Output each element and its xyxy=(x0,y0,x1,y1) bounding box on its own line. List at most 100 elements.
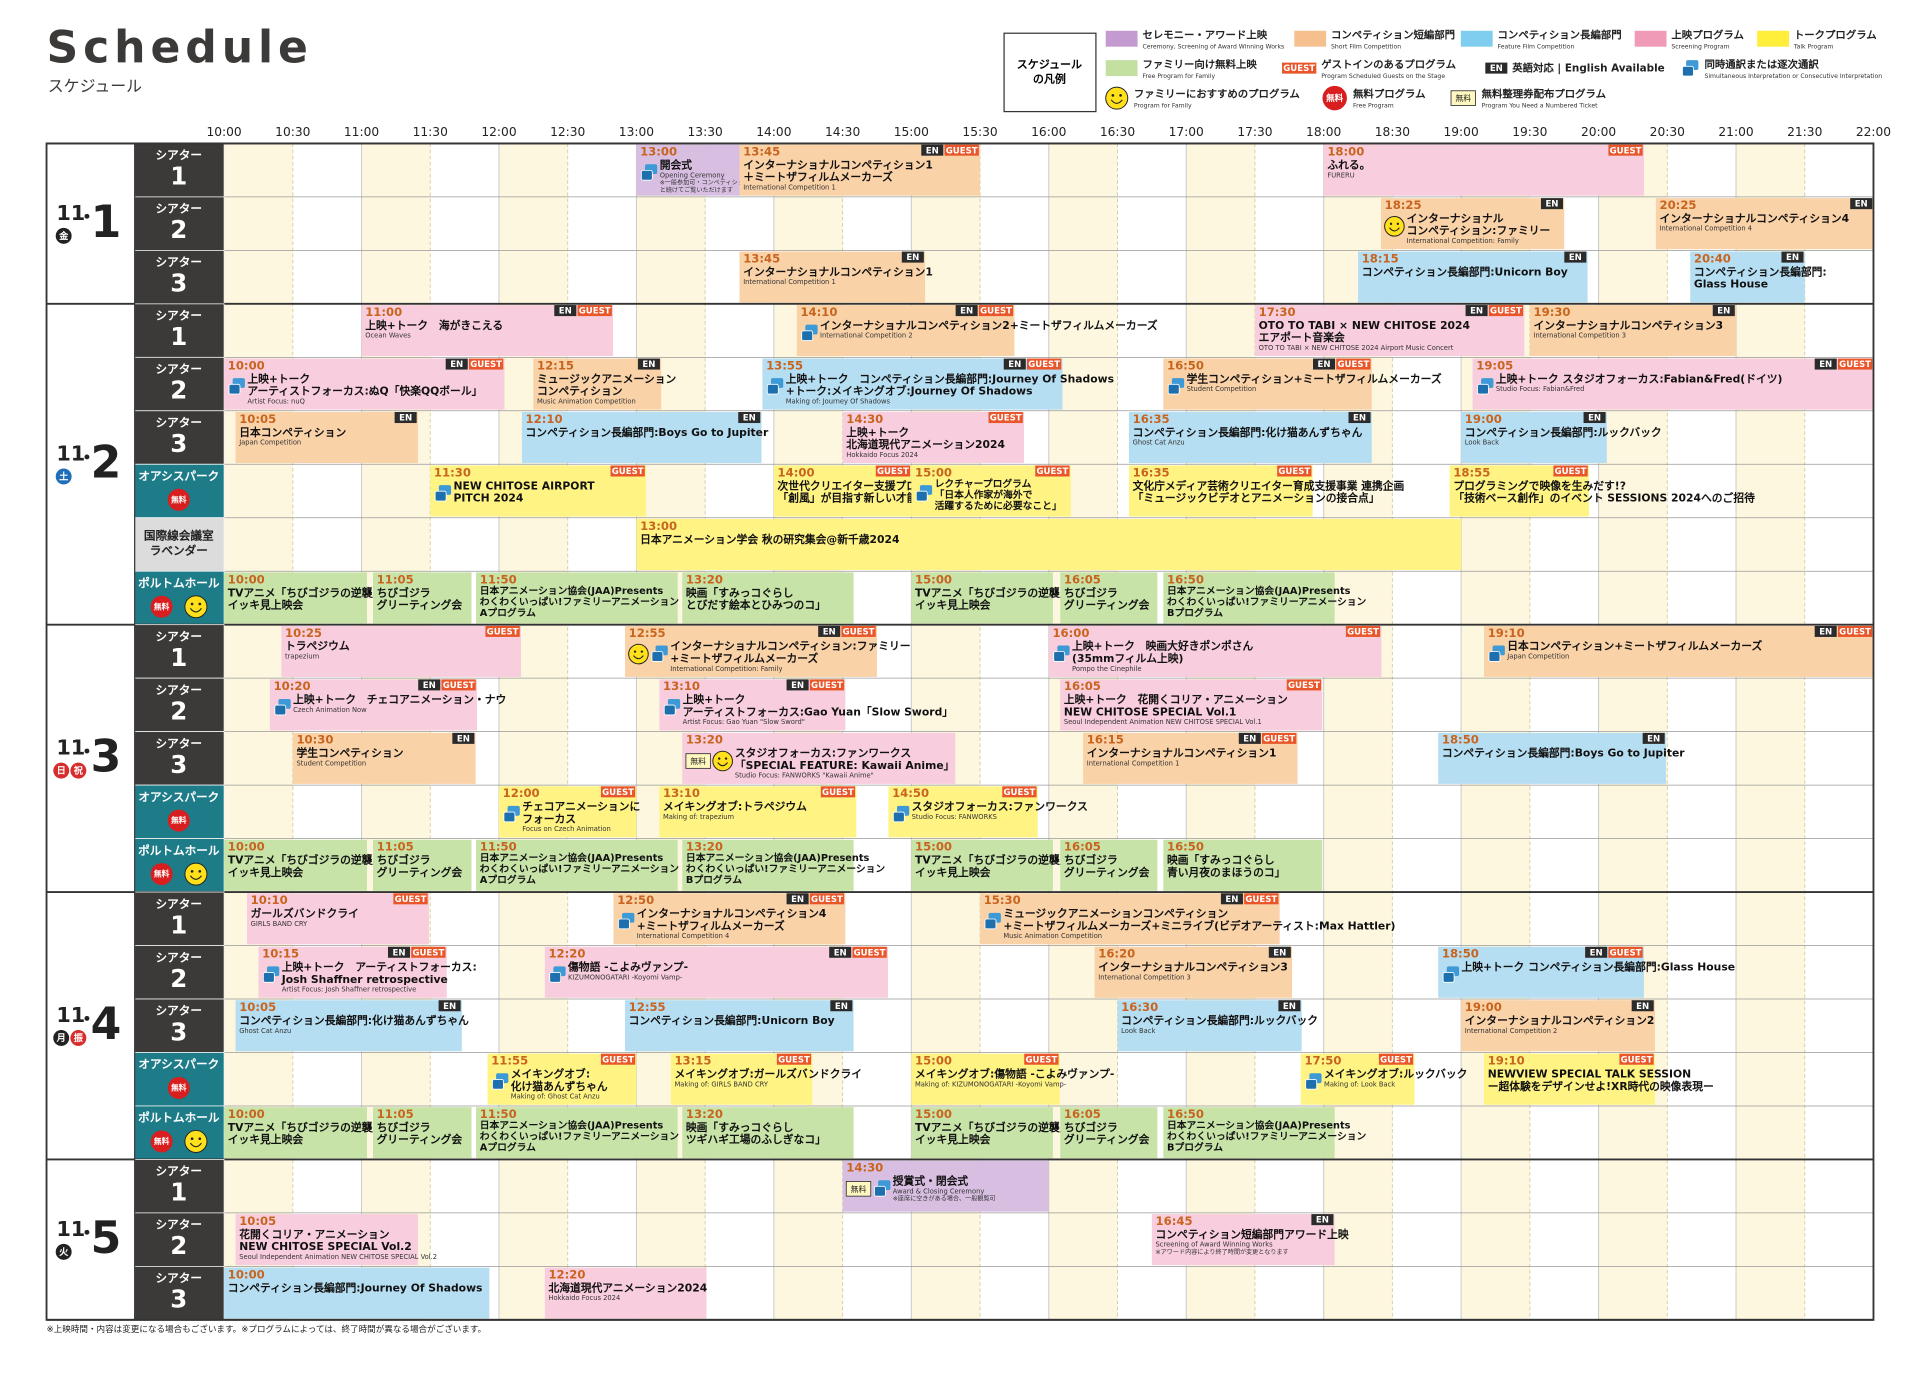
badge xyxy=(1608,946,1643,958)
event-subtitle: Music Animation Competition xyxy=(537,397,636,405)
legend-sub: Program for Family xyxy=(1134,102,1192,109)
event-subtitle: International Competition: Family xyxy=(1407,237,1519,245)
event-title: TVアニメ「ちびゴジラの逆襲」 xyxy=(228,854,383,867)
event-subtitle: Student Competition xyxy=(1187,385,1257,393)
venue-cell xyxy=(134,998,225,1053)
event-title: インターナショナルコンペティション3 xyxy=(1534,319,1724,332)
event-start: 13:55 xyxy=(766,358,803,372)
badge-label: GUEST xyxy=(1839,360,1871,370)
day-month: 11 xyxy=(56,1003,85,1027)
badge-label: GUEST xyxy=(1283,64,1315,74)
event-start: 10:30 xyxy=(296,733,333,747)
event-block xyxy=(372,1107,472,1159)
venue-name: オアシスパーク xyxy=(138,469,219,483)
event-start: 16:00 xyxy=(1052,626,1089,640)
smile-mouth xyxy=(633,655,644,660)
event-start: 14:50 xyxy=(892,786,929,800)
interp-icon xyxy=(801,330,814,342)
event-title: 文化庁メディア芸術クリエイター育成支援事業 連携企画 xyxy=(1132,479,1405,492)
event-title: スタジオフォーカス:ファンワークス xyxy=(912,800,1088,813)
badge xyxy=(1027,358,1062,370)
event-start: 19:30 xyxy=(1534,305,1571,319)
event-title: スタジオフォーカス:ファンワークス xyxy=(735,747,911,760)
venue-name: ラベンダー xyxy=(150,543,208,557)
event-subtitle: Look Back xyxy=(1121,1027,1155,1035)
event-start: 16:05 xyxy=(1064,572,1101,586)
badge xyxy=(1003,358,1026,370)
event-start: 12:55 xyxy=(629,626,666,640)
time-label: 21:30 xyxy=(1787,125,1822,139)
event-subtitle: Screening of Award Winning Works xyxy=(1156,1241,1274,1249)
badge xyxy=(1336,358,1371,370)
badge-label: GUEST xyxy=(1028,360,1060,370)
venue-number: 1 xyxy=(170,322,187,351)
badge xyxy=(1619,1053,1654,1065)
event-subtitle: Making of: Look Back xyxy=(1324,1080,1395,1088)
event-block xyxy=(1438,732,1666,784)
event-start: 12:10 xyxy=(526,412,563,426)
ticket-label: 無料 xyxy=(1455,93,1471,103)
event-title: コンペティション長編部門:Boys Go to Jupiter xyxy=(526,426,769,439)
event-subtitle: Hokkaido Focus 2024 xyxy=(548,1294,620,1302)
time-label: 20:00 xyxy=(1581,125,1616,139)
time-label: 16:30 xyxy=(1100,125,1135,139)
interp-icon xyxy=(915,490,928,502)
badge-label: GUEST xyxy=(395,895,427,905)
event-title: グリーティング会 xyxy=(1064,866,1150,879)
event-title: 日本コンペティション+ミートザフィルムメーカーズ xyxy=(1507,640,1762,653)
event-title: コンペティション長編部門:Unicorn Boy xyxy=(1362,265,1568,278)
event-start: 10:20 xyxy=(274,679,311,693)
badge-label: GUEST xyxy=(1245,895,1277,905)
badge xyxy=(978,305,1014,317)
event-start: 15:00 xyxy=(915,465,952,479)
event-title: メイキングオブ:ガールズバンドクライ xyxy=(674,1068,862,1081)
day-number: 3 xyxy=(91,732,122,783)
event-subtitle: Award & Closing Ceremony xyxy=(893,1187,985,1195)
legend-sub: Ceremony, Screening of Award Winning Wor… xyxy=(1142,44,1284,51)
event-title: 映画「すみっコぐらし xyxy=(686,1121,794,1134)
event-title: Aプログラム xyxy=(480,1141,536,1154)
event-subtitle: Making of: KIZUMONOGATARI -Koyomi Vamp- xyxy=(915,1080,1067,1088)
legend-label: 無料整理券配布プログラム xyxy=(1482,87,1606,100)
event-title: グリーティング会 xyxy=(377,866,463,879)
event-subtitle: Making of: Ghost Cat Anzu xyxy=(511,1093,600,1101)
event-start: 12:50 xyxy=(617,893,654,907)
badge xyxy=(1564,251,1587,263)
event-title: Josh Shaffner retrospective xyxy=(281,973,448,986)
badge xyxy=(452,732,475,744)
legend-label: トークプログラム xyxy=(1794,29,1877,42)
event-block xyxy=(911,572,1053,624)
badge-label: EN xyxy=(1636,1002,1649,1012)
time-label: 21:00 xyxy=(1718,125,1753,139)
badge-label: GUEST xyxy=(443,681,475,691)
venue-number: 2 xyxy=(170,215,187,244)
event-title: 日本アニメーション協会(JAA)Presents xyxy=(1167,1119,1351,1132)
event-block xyxy=(1529,305,1737,357)
event-start: 11:05 xyxy=(377,1107,414,1121)
event-title: 日本コンペティション xyxy=(239,426,346,439)
badge-label: EN xyxy=(1569,253,1582,263)
badge-label: GUEST xyxy=(1263,734,1295,744)
venue-name: シアター xyxy=(156,683,203,697)
badge-label: EN xyxy=(1545,200,1558,210)
event-title: コンペティション長編部門: xyxy=(1694,265,1827,278)
badge xyxy=(809,893,845,905)
event-title: +ミートザフィルムメーカーズ xyxy=(670,652,818,665)
badge xyxy=(776,1053,812,1065)
time-label: 19:30 xyxy=(1512,125,1547,139)
event-subtitle: Music Animation Competition xyxy=(1003,932,1102,940)
event-title: PITCH 2024 xyxy=(454,492,524,505)
badge xyxy=(921,144,944,156)
event-block xyxy=(1048,625,1382,677)
event-subtitle: Czech Animation Now xyxy=(293,706,367,714)
event-subtitle: OTO TO TABI × NEW CHITOSE 2024 Airport M… xyxy=(1259,344,1454,352)
badge xyxy=(1837,625,1873,637)
venue-cell xyxy=(134,1105,225,1160)
badge-label: EN xyxy=(1008,360,1021,370)
badge xyxy=(841,625,876,637)
event-title: メイキングオブ:ルックバック xyxy=(1324,1068,1467,1081)
badge xyxy=(786,679,809,691)
event-start: 13:45 xyxy=(743,251,780,265)
event-start: 14:00 xyxy=(778,465,815,479)
event-title: 上映+トーク xyxy=(247,372,310,385)
